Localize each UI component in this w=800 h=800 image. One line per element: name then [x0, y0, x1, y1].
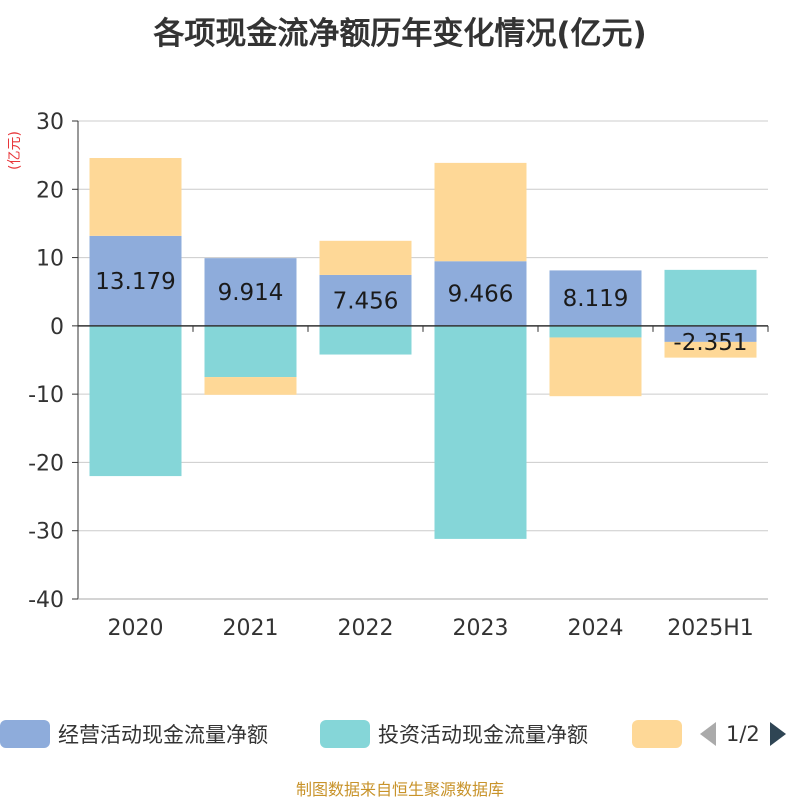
pager-next-icon[interactable] — [769, 722, 786, 746]
legend-swatch-investing — [320, 720, 370, 748]
bar-financing-2021 — [204, 377, 297, 395]
pager-prev-icon[interactable] — [700, 722, 716, 746]
bar-operating-2020 — [89, 235, 182, 326]
legend-swatch-financing — [632, 720, 682, 748]
bar-operating-2021 — [204, 258, 297, 326]
y-tick-label: 0 — [50, 315, 64, 340]
data-label-operating: 8.119 — [563, 286, 629, 312]
data-label-operating: 9.466 — [448, 282, 514, 308]
chart-title: 各项现金流净额历年变化情况(亿元) — [153, 16, 647, 52]
bar-investing-2021 — [204, 325, 297, 378]
x-category-label: 2020 — [108, 616, 164, 641]
data-source-footer: 制图数据来自恒生聚源数据库 — [295, 780, 504, 799]
bar-financing-2024 — [549, 337, 642, 397]
x-category-label: 2025H1 — [667, 616, 754, 641]
legend: 经营活动现金流量净额 投资活动现金流量净额 1/2 — [0, 714, 800, 754]
legend-item-operating[interactable]: 经营活动现金流量净额 — [0, 714, 268, 754]
data-label-operating: 13.179 — [95, 269, 175, 295]
legend-swatch-operating — [0, 720, 50, 748]
bar-operating-2025H1 — [664, 325, 757, 342]
bar-financing-2020 — [89, 158, 182, 236]
bar-operating-2022 — [319, 274, 412, 326]
x-category-label: 2022 — [338, 616, 394, 641]
y-tick-label: -20 — [28, 451, 64, 476]
y-tick-label: 20 — [36, 178, 64, 203]
bar-investing-2024 — [549, 325, 642, 338]
pager-page-indicator: 1/2 — [726, 722, 760, 746]
data-label-operating: 7.456 — [333, 288, 399, 314]
x-category-label: 2024 — [568, 616, 624, 641]
y-tick-label: -10 — [28, 383, 64, 408]
data-label-operating: 9.914 — [218, 280, 284, 306]
bar-operating-2023 — [434, 261, 527, 326]
bar-investing-2025H1 — [664, 269, 757, 326]
x-category-label: 2023 — [453, 616, 509, 641]
stacked-bar-chart: 30 20 10 0 -10 -20 -30 -40 2020 2021 2022 2023 2024 2… — [28, 110, 769, 641]
legend-label-investing: 投资活动现金流量净额 — [378, 723, 588, 747]
data-label-operating: -2.351 — [673, 330, 747, 356]
y-tick-label: -30 — [28, 520, 64, 545]
bar-investing-2023 — [434, 325, 527, 539]
bar-financing-2025H1 — [664, 341, 757, 358]
legend-label-operating: 经营活动现金流量净额 — [58, 723, 268, 747]
bar-investing-2020 — [89, 325, 182, 477]
bar-financing-2023 — [434, 162, 527, 262]
bar-investing-2022 — [319, 325, 412, 355]
bar-financing-2022 — [319, 240, 412, 275]
y-tick-label: -40 — [28, 588, 64, 613]
bar-operating-2024 — [549, 270, 642, 326]
legend-pager: 1/2 — [700, 714, 786, 754]
y-tick-label: 30 — [36, 110, 64, 135]
legend-item-investing[interactable]: 投资活动现金流量净额 — [320, 714, 588, 754]
x-category-label: 2021 — [223, 616, 279, 641]
y-tick-label: 10 — [36, 247, 64, 272]
legend-item-financing[interactable] — [632, 714, 690, 754]
